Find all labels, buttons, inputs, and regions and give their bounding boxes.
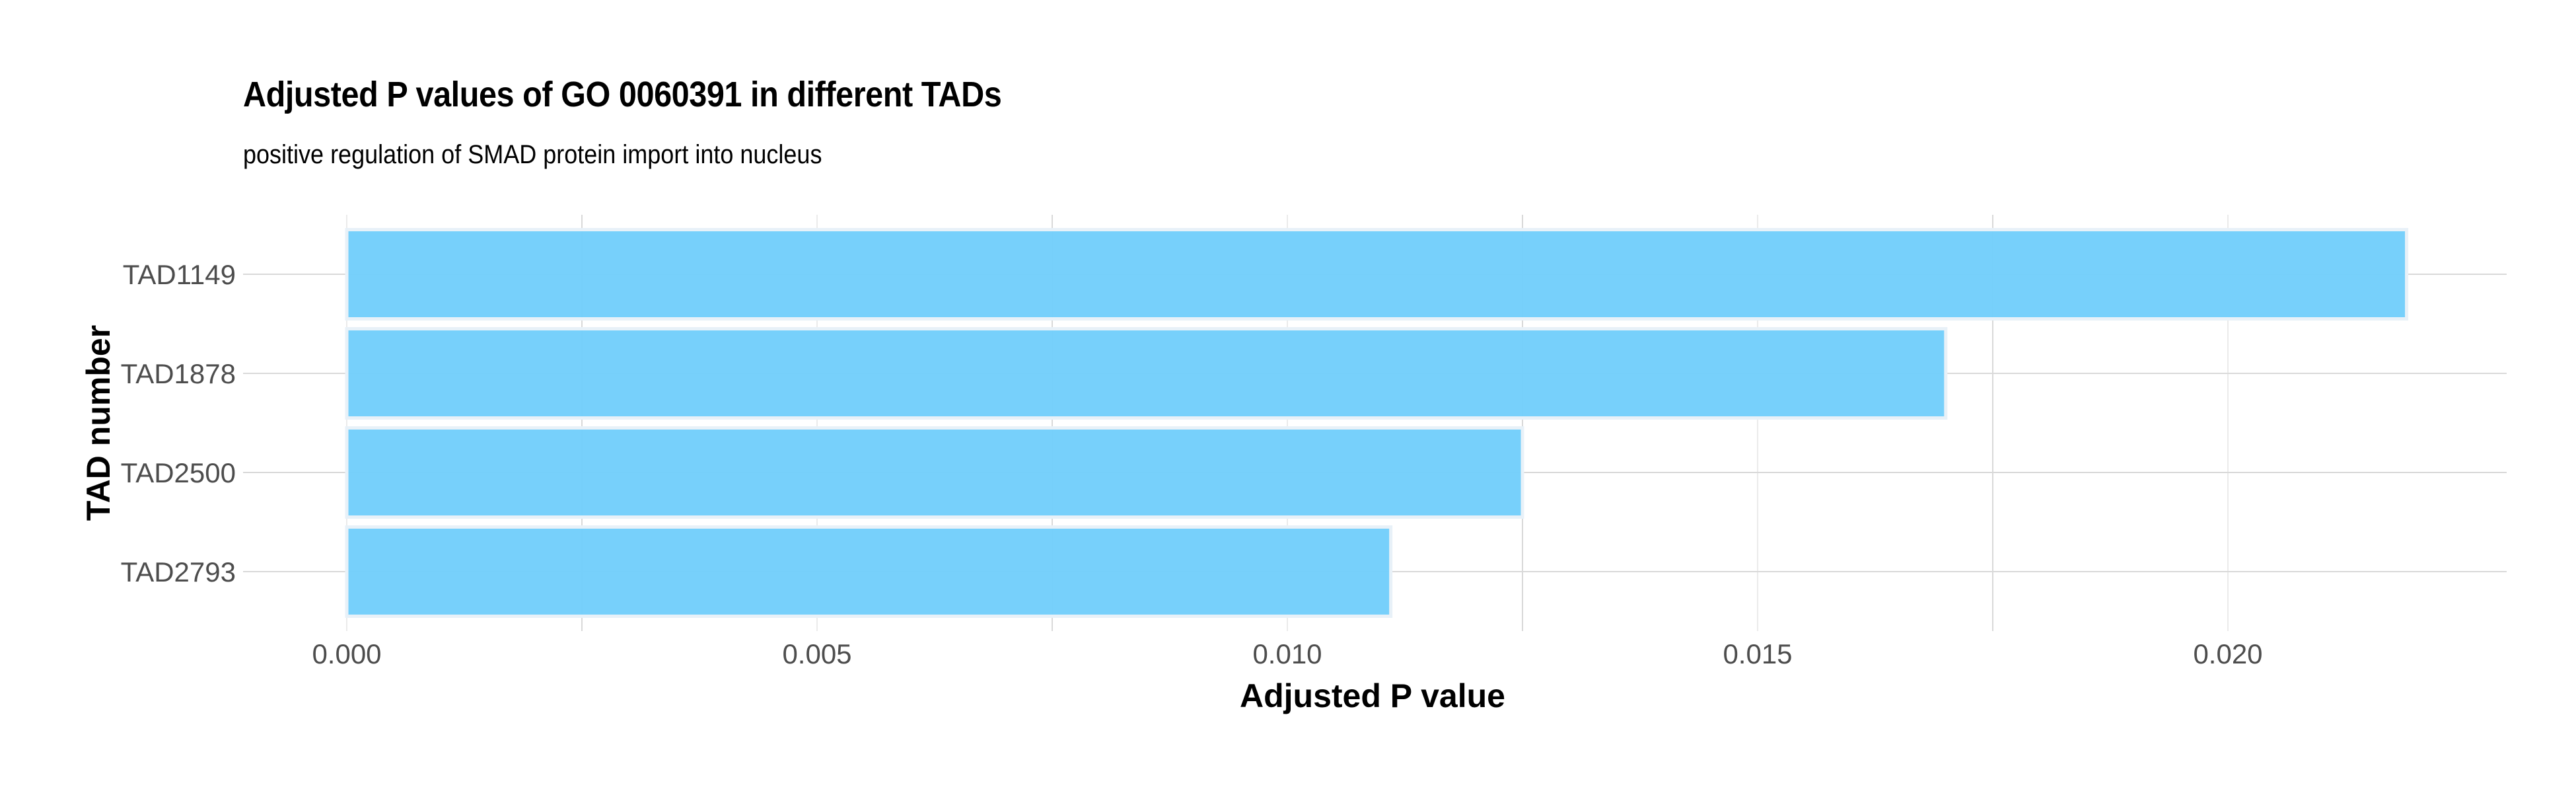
- x-tick-label: 0.010: [1252, 638, 1322, 669]
- chart-title: Adjusted P values of GO 0060391 in diffe…: [243, 75, 1002, 114]
- y-tick-labels: TAD1149 TAD1878 TAD2500 TAD2793: [121, 259, 236, 587]
- bar: [345, 327, 1948, 420]
- y-tick-label: TAD1149: [123, 259, 236, 290]
- chart-subtitle: positive regulation of SMAD protein impo…: [243, 140, 822, 169]
- bar: [345, 525, 1393, 618]
- y-tick-label: TAD1878: [121, 358, 236, 389]
- bars: [345, 228, 2409, 618]
- x-tick-label: 0.005: [782, 638, 851, 669]
- y-tick-label: TAD2500: [121, 457, 236, 488]
- x-tick-labels: 0.000 0.005 0.010 0.015 0.020: [312, 638, 2262, 669]
- bar: [345, 228, 2409, 321]
- x-axis-title: Adjusted P value: [1240, 677, 1505, 714]
- y-tick-label: TAD2793: [121, 556, 236, 587]
- bar: [345, 426, 1524, 519]
- x-tick-label: 0.015: [1723, 638, 1792, 669]
- y-axis-title: TAD number: [80, 325, 117, 521]
- x-tick-label: 0.020: [2193, 638, 2262, 669]
- x-tick-label: 0.000: [312, 638, 381, 669]
